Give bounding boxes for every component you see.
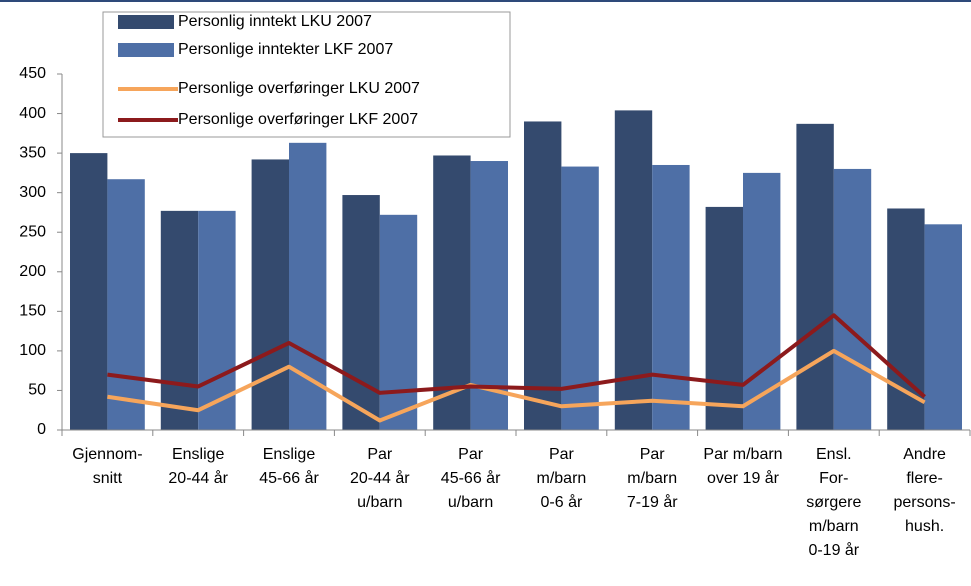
x-tick-label: persons- [893,494,955,511]
bar [379,214,418,430]
legend-label: Personlige overføringer LKU 2007 [178,80,420,97]
bar [561,166,599,430]
bar [524,121,562,430]
x-tick-label: u/barn [448,494,493,511]
x-tick-label: m/barn [809,518,859,535]
bar [924,224,962,430]
y-tick-label: 150 [19,303,46,320]
y-tick-label: 300 [19,184,46,201]
bar [833,168,872,430]
y-tick-label: 400 [19,105,46,122]
y-tick-label: 100 [19,342,46,359]
y-tick-label: 50 [28,382,46,399]
x-tick-label: 45-66 år [259,469,319,487]
x-tick-label: Enslige [172,446,225,463]
x-tick-label: snitt [93,470,123,487]
x-tick-label: sørgere [806,494,861,511]
legend-label: Personlig inntekt LKU 2007 [178,13,372,30]
bar [705,206,743,430]
x-tick-label: 20-44 år [168,469,228,487]
bar [887,208,925,430]
x-tick-label: 20-44 år [350,469,410,487]
x-tick-label: Par [640,446,666,463]
y-tick-label: 350 [19,144,46,161]
x-tick-label: hush. [905,518,944,535]
legend-label: Personlige inntekter LKF 2007 [178,41,393,58]
bar [743,172,781,430]
legend-swatch [118,43,174,57]
x-tick-label: Andre [903,446,946,463]
y-tick-label: 200 [19,263,46,280]
line [107,313,926,399]
x-tick-label: Par [549,446,575,463]
x-tick-label: Par [458,446,484,463]
x-tick-label: 0-19 år [808,541,859,559]
bar [160,210,199,430]
line [107,348,926,423]
y-tick-label: 250 [19,223,46,240]
bar [614,110,653,430]
y-tick-label: 0 [37,421,46,438]
x-tick-label: Ensl. [816,446,852,463]
x-tick-label: For- [819,470,848,487]
x-tick-label: 0-6 år [541,493,583,511]
x-tick-label: 7-19 år [627,493,678,511]
legend-swatch [118,15,174,29]
x-tick-label: m/barn [627,470,677,487]
bar [107,179,145,430]
bar [342,195,380,430]
x-tick-label: Par m/barn [703,446,782,463]
legend: Personlig inntekt LKU 2007 Personlige inn… [102,11,511,138]
legend-label: Personlige overføringer LKF 2007 [178,111,418,128]
legend-box [102,11,511,138]
x-tick-label: flere- [906,470,942,487]
bar [652,164,690,430]
bar [796,123,834,430]
bar [70,153,108,430]
bar [289,142,327,430]
x-tick-label: Enslige [263,446,316,463]
x-tick-label: 45-66 år [441,469,501,487]
bar [433,155,471,431]
bar [251,159,289,430]
x-tick-label: Gjennom- [72,446,142,463]
x-tick-label: u/barn [357,494,402,511]
x-tick-label: Par [367,446,393,463]
x-tick-label: over 19 år [707,469,780,487]
x-tick-label: m/barn [537,470,587,487]
y-tick-label: 450 [19,65,46,82]
